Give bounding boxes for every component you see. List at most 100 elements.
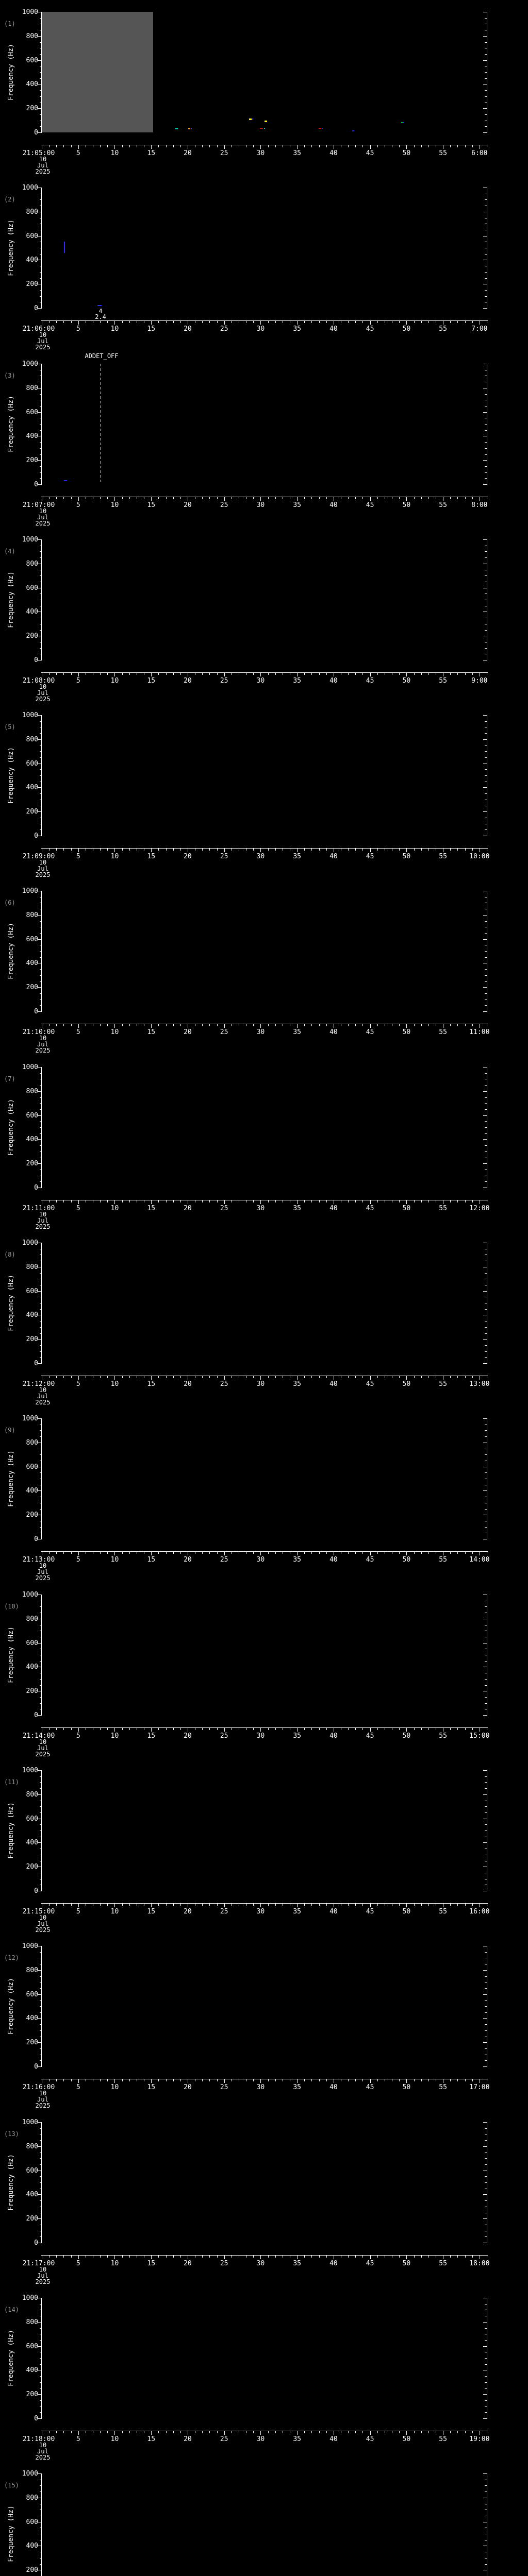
y-tick-right — [485, 454, 487, 455]
y-tick-right — [485, 1472, 487, 1473]
y-tick-left — [40, 2388, 41, 2389]
x-tick — [260, 1376, 261, 1380]
x-tick — [399, 1024, 400, 1026]
y-tick-right — [485, 278, 487, 279]
x-tick — [399, 1200, 400, 1202]
x-tick — [326, 321, 327, 323]
detection-segment — [63, 242, 65, 253]
x-tick-label: 10 — [110, 1908, 119, 1916]
y-tick-left — [40, 1776, 41, 1777]
x-tick-label: 30 — [256, 1908, 265, 1916]
y-tick-right — [485, 1430, 487, 1431]
x-tick-label: 20 — [184, 677, 192, 685]
x-tick — [377, 2079, 378, 2081]
x-tick — [151, 145, 152, 149]
x-tick-label: 40 — [329, 853, 338, 860]
y-tick-left — [40, 1509, 41, 1510]
x-tick — [457, 2079, 458, 2081]
x-tick — [362, 2079, 364, 2081]
y-tick-right — [483, 1490, 487, 1492]
x-tick — [224, 1376, 225, 1380]
x-tick — [158, 2431, 159, 2433]
y-tick-left — [40, 78, 41, 79]
x-tick — [268, 2079, 269, 2081]
x-tick — [326, 2431, 327, 2433]
y-tick-right — [483, 1970, 487, 1971]
y-tick-label: 800 — [26, 560, 38, 568]
x-tick-label: 15 — [147, 149, 156, 157]
panel-index-label: (3) — [4, 372, 15, 379]
x-tick — [428, 1904, 429, 1906]
y-tick-label: 1000 — [22, 1063, 38, 1071]
x-tick — [173, 2079, 174, 2081]
x-tick — [457, 145, 458, 147]
y-tick-label: 600 — [26, 232, 38, 240]
y-tick-right — [483, 2122, 487, 2123]
detection-mark — [259, 128, 263, 129]
y-tick-left — [40, 2340, 41, 2341]
x-tick — [166, 2079, 167, 2081]
x-tick — [224, 1552, 225, 1555]
y-tick-left — [38, 308, 41, 309]
y-tick-left — [40, 1145, 41, 1146]
x-tick — [78, 2431, 79, 2435]
x-tick — [253, 1024, 254, 1026]
y-tick-right — [485, 551, 487, 552]
y-tick-label: 200 — [26, 1511, 38, 1519]
x-tick — [355, 1200, 356, 1202]
y-tick-right — [483, 412, 487, 413]
x-tick-label: 25 — [220, 2260, 228, 2267]
y-tick-label: 600 — [26, 759, 38, 768]
y-axis-title: Frequency (Hz) — [7, 1626, 15, 1683]
y-tick-label: 800 — [26, 735, 38, 743]
y-tick-label: 200 — [26, 1687, 38, 1696]
x-tick — [180, 1200, 181, 1202]
x-tick-label: 35 — [293, 1556, 301, 1564]
x-tick — [348, 2079, 349, 2081]
y-tick-right — [485, 1327, 487, 1328]
x-tick-label: 10 — [110, 1380, 119, 1388]
x-tick-label: 50 — [402, 677, 411, 685]
x-tick — [202, 145, 203, 147]
x-tick — [465, 145, 466, 147]
x-tick — [465, 2079, 466, 2081]
x-tick-label: 40 — [329, 677, 338, 685]
x-tick — [158, 1552, 159, 1554]
x-tick-label: 45 — [366, 1732, 374, 1740]
x-tick-label: 55 — [439, 2260, 447, 2267]
x-axis-date-line: 2025 — [35, 520, 51, 527]
x-tick — [319, 145, 320, 147]
x-tick — [100, 2079, 101, 2081]
x-tick — [122, 2079, 123, 2081]
x-tick-label: 20 — [184, 853, 192, 860]
x-axis-date-line: Jul — [37, 865, 48, 872]
y-tick-right — [483, 484, 487, 485]
x-tick — [428, 2256, 429, 2258]
x-axis-line — [41, 2255, 488, 2256]
y-tick-right — [485, 1345, 487, 1346]
x-axis-start-time: 21:18:00 — [22, 2435, 55, 2443]
y-tick-left — [38, 739, 41, 740]
x-tick — [158, 2256, 159, 2258]
x-tick — [260, 673, 261, 676]
y-tick-right — [483, 739, 487, 740]
x-tick-label: 45 — [366, 1556, 374, 1564]
x-tick — [71, 673, 72, 675]
x-tick-label: 5 — [76, 325, 80, 333]
x-tick-label: 15 — [147, 853, 156, 860]
y-tick-right — [483, 1715, 487, 1716]
y-tick-left — [40, 442, 41, 443]
x-tick — [129, 673, 130, 675]
x-tick-label: 5 — [76, 2260, 80, 2267]
panel-index-label: (4) — [4, 548, 15, 555]
y-tick-right — [485, 1145, 487, 1146]
x-tick — [209, 1552, 210, 1554]
y-tick-right — [485, 442, 487, 443]
y-tick-right — [485, 2176, 487, 2177]
y-axis-title: Frequency (Hz) — [7, 2154, 15, 2211]
x-tick — [326, 849, 327, 851]
x-tick — [209, 1200, 210, 1202]
x-axis-date-line: 10 — [39, 1035, 47, 1042]
x-axis-date-line: Jul — [37, 2272, 48, 2279]
detection-mark — [191, 128, 192, 129]
